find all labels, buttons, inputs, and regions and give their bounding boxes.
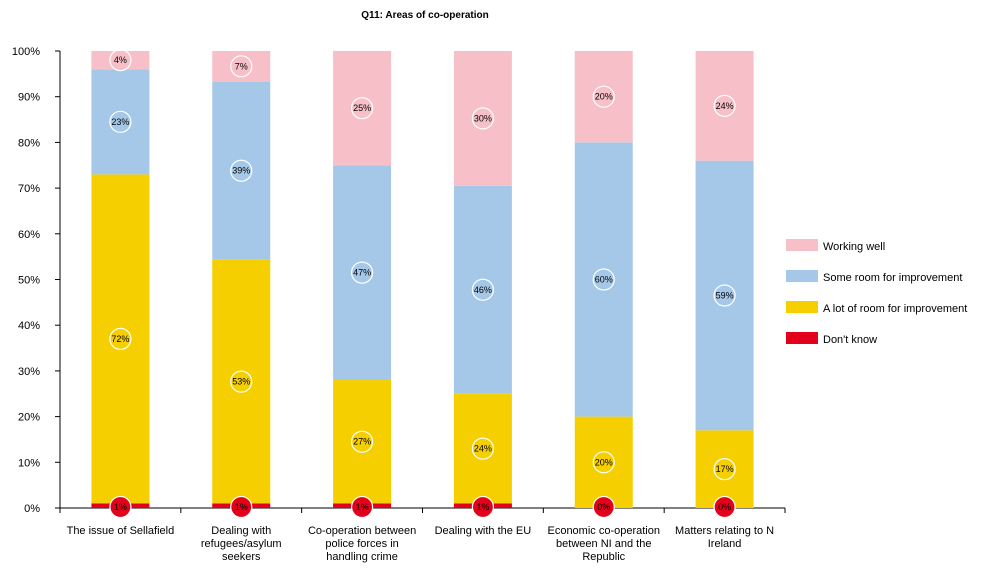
legend-label: Some room for improvement — [823, 272, 962, 284]
value-label-bubble — [471, 278, 495, 301]
category-label: Co-operation between police forces in hand… — [308, 525, 416, 563]
value-label: 46% — [474, 285, 492, 295]
value-label-bubble — [592, 451, 615, 474]
legend-swatch — [786, 239, 818, 251]
value-label-bubble — [471, 437, 495, 460]
value-label: 47% — [353, 268, 371, 278]
value-label-bubble — [109, 327, 132, 351]
value-label: 24% — [474, 444, 492, 454]
value-label-bubble — [713, 284, 736, 307]
value-label: 25% — [353, 103, 371, 113]
chart-title: Q11: Areas of co-operation — [361, 10, 488, 21]
bar-segment — [453, 185, 512, 394]
x-axis-labels: The issue of Sellafield Dealing with refug… — [67, 525, 775, 563]
value-label-bubble — [592, 495, 615, 519]
category-label: Dealing with the EU — [435, 525, 532, 537]
value-label: 7% — [235, 61, 248, 71]
bar-segment — [574, 51, 633, 143]
value-label: 59% — [716, 290, 734, 300]
value-label-bubble — [713, 458, 736, 481]
legend-label: Don't know — [823, 334, 877, 346]
value-label: 4% — [114, 55, 127, 65]
y-tick-label: 0% — [24, 503, 40, 515]
bar-segment — [91, 51, 150, 70]
bar-segment — [695, 160, 754, 431]
value-label: 1% — [476, 502, 489, 512]
bar-segment — [91, 174, 150, 504]
category-label: Dealing with refugees/asylum seekers — [201, 525, 282, 563]
legend: Working well Some room for improvement A l… — [786, 239, 967, 346]
y-tick-label: 30% — [18, 366, 40, 378]
bar-segment — [333, 380, 392, 504]
legend-label: Working well — [823, 241, 885, 253]
category-label: The issue of Sellafield — [67, 525, 175, 537]
value-label: 0% — [597, 502, 610, 512]
value-label: 20% — [595, 457, 613, 467]
y-tick-label: 90% — [18, 92, 40, 104]
bar-segment — [453, 51, 512, 186]
bar-segment — [212, 81, 271, 260]
bar-segment — [333, 51, 392, 166]
value-label: 24% — [716, 101, 734, 111]
value-label-bubble — [713, 94, 736, 117]
value-label-bubble — [109, 110, 132, 133]
value-labels: 1% 72% 23% 4% 1% 53% 39% 7% 1% 27% 47% 25% 1% 24% 46% 3… — [109, 49, 736, 519]
value-label-bubble — [230, 370, 253, 393]
bar-segment — [695, 51, 754, 161]
value-label-bubble — [230, 495, 253, 519]
bar-segment — [574, 142, 633, 417]
value-label-bubble — [350, 495, 374, 519]
value-label: 60% — [595, 275, 613, 285]
value-label: 30% — [474, 113, 492, 123]
category-label: Matters relating to N Ireland — [675, 525, 774, 550]
value-label-bubble — [471, 495, 495, 519]
value-label: 27% — [353, 437, 371, 447]
value-label-bubble — [592, 85, 615, 108]
y-tick-label: 10% — [18, 457, 40, 469]
y-tick-label: 100% — [12, 46, 40, 58]
value-label-bubble — [350, 430, 374, 453]
value-label-bubble — [109, 49, 132, 72]
legend-label: A lot of room for improvement — [823, 303, 967, 315]
value-label: 23% — [111, 117, 129, 127]
value-label: 1% — [235, 502, 248, 512]
value-label-bubble — [713, 495, 736, 519]
y-tick-label: 70% — [18, 183, 40, 195]
y-tick-label: 80% — [18, 137, 40, 149]
value-label: 53% — [232, 377, 250, 387]
category-label: Economic co-operation between NI and the R… — [547, 525, 660, 563]
value-label-bubble — [230, 55, 253, 78]
value-label: 72% — [111, 334, 129, 344]
y-tick-label: 20% — [18, 412, 40, 424]
bar-segment — [695, 430, 754, 508]
bar-segment — [212, 259, 271, 504]
axes: 0% 10% 20% 30% 40% 50% 60% 70% 80% 90% 100% — [12, 46, 786, 515]
value-label-bubble — [109, 495, 132, 519]
bar-segment — [91, 69, 150, 175]
bars — [91, 51, 754, 508]
value-label: 17% — [716, 464, 734, 474]
legend-swatch — [786, 332, 818, 344]
value-label: 39% — [232, 166, 250, 176]
y-tick-label: 40% — [18, 320, 40, 332]
value-label-bubble — [350, 261, 374, 284]
y-tick-label: 60% — [18, 229, 40, 241]
bar-segment — [333, 165, 392, 381]
value-label-bubble — [350, 97, 374, 120]
y-tick-label: 50% — [18, 275, 40, 287]
bar-segment — [574, 416, 633, 508]
value-label-bubble — [471, 107, 495, 130]
legend-swatch — [786, 301, 818, 313]
value-label: 1% — [114, 502, 127, 512]
value-label: 1% — [356, 502, 369, 512]
bar-segment — [453, 393, 512, 504]
value-label-bubble — [592, 268, 615, 291]
value-label-bubble — [230, 159, 253, 182]
legend-swatch — [786, 270, 818, 282]
value-label: 20% — [595, 92, 613, 102]
value-label: 0% — [718, 502, 731, 512]
